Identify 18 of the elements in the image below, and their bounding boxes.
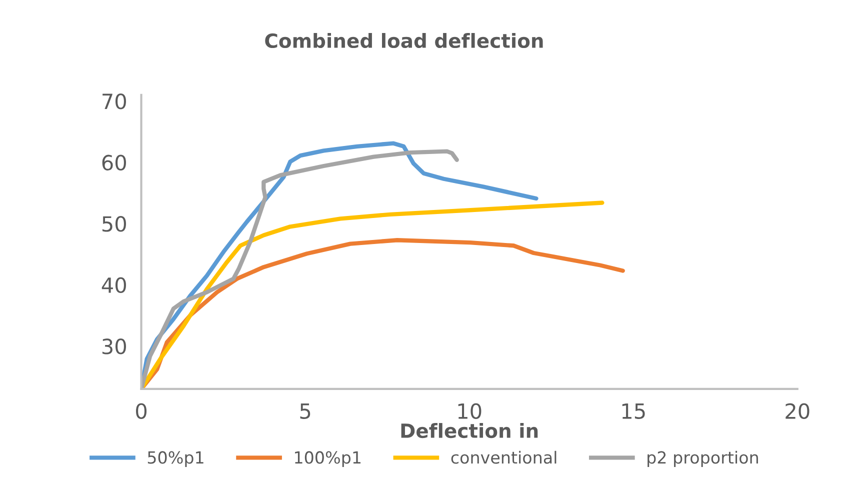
x-tick-label: 15	[622, 404, 645, 419]
y-tick-label: 70	[102, 94, 126, 110]
y-tick-label: 40	[102, 277, 126, 294]
y-tick-label: 30	[102, 338, 126, 354]
y-tick-label: 60	[102, 154, 126, 171]
legend-label: conventional	[451, 450, 556, 464]
legend-label: p2 proportion	[648, 450, 758, 467]
line-series	[141, 200, 604, 389]
chart-title: Combined load deflection	[265, 33, 543, 48]
x-tick-label: 10	[458, 403, 482, 419]
x-tick-label: 0	[136, 403, 147, 419]
x-tick-label: 20	[786, 403, 810, 419]
y-tick-label: 50	[102, 216, 126, 232]
x-tick-label: 5	[300, 404, 310, 419]
legend-label: 50%p1	[148, 451, 204, 467]
legend-label: 100%p1	[295, 451, 360, 467]
line-series	[141, 149, 459, 389]
x-axis-title: Deflection in	[401, 423, 538, 438]
